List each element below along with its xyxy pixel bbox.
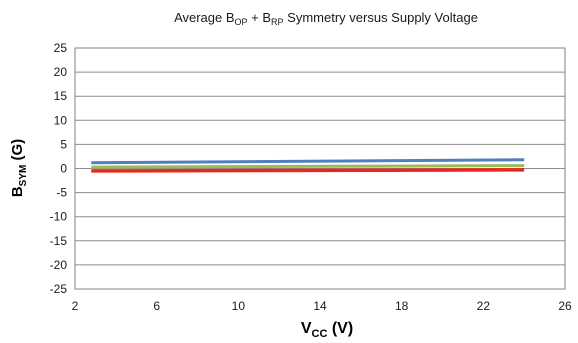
y-tick-labels: 25 20 15 10 5 0 -5 -10 -15 -20 -25 (50, 41, 68, 296)
x-axis-title: VCC (V) (301, 320, 353, 340)
y-tick-label: 20 (54, 65, 68, 79)
y-axis-title-sub: SYM (18, 165, 29, 187)
chart-title-sub1: OP (235, 17, 248, 27)
x-axis-title-unit: (V) (327, 320, 353, 337)
series-line-3 (91, 170, 524, 171)
x-tick-label: 26 (558, 299, 572, 313)
x-tick-label: 14 (313, 299, 327, 313)
y-axis-title-main: B (9, 186, 26, 197)
y-tick-label: 0 (60, 162, 67, 176)
x-tick-label: 18 (395, 299, 409, 313)
chart-title-mid: + B (248, 10, 272, 25)
x-tick-label: 6 (153, 299, 160, 313)
chart-title-suffix: Symmetry versus Supply Voltage (284, 10, 478, 25)
y-tick-label: -25 (50, 282, 68, 296)
series-lines (91, 160, 524, 171)
chart-title: Average BOP + BRP Symmetry versus Supply… (174, 10, 478, 27)
y-tick-label: 10 (54, 113, 68, 127)
series-line-2 (91, 166, 524, 168)
y-axis-title: BSYM (G) (9, 139, 29, 197)
y-tick-label: -5 (56, 186, 67, 200)
y-tick-label: 5 (60, 137, 67, 151)
series-line-1 (91, 160, 524, 163)
x-axis-title-main: V (301, 320, 312, 337)
y-axis-title-unit: (G) (9, 139, 26, 165)
y-tick-label: 25 (54, 41, 68, 55)
chart-title-sub2: RP (271, 17, 284, 27)
x-tick-labels: 2 6 10 14 18 22 26 (72, 299, 572, 313)
y-tick-label: 15 (54, 89, 68, 103)
chart-title-prefix: Average B (174, 10, 234, 25)
x-tick-label: 10 (232, 299, 246, 313)
x-tick-label: 2 (72, 299, 79, 313)
x-tick-label: 22 (477, 299, 491, 313)
x-axis-title-sub: CC (312, 328, 328, 340)
y-tick-label: -10 (50, 210, 68, 224)
y-tick-label: -20 (50, 258, 68, 272)
y-tick-label: -15 (50, 234, 68, 248)
